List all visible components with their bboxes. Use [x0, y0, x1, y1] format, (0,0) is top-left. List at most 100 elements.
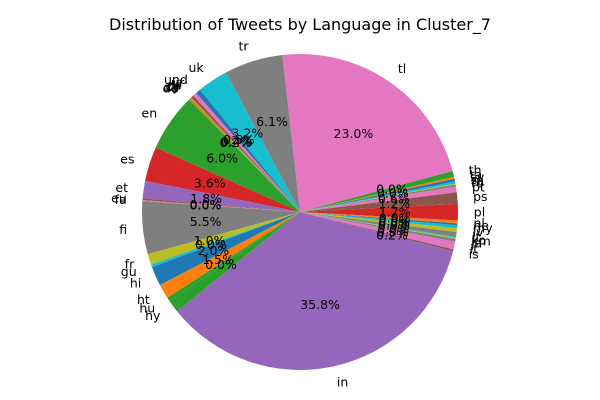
- pie-slice-tl: [282, 53, 453, 212]
- slice-percent-in: 35.8%: [300, 297, 340, 312]
- slice-percent-nl: 0.0%: [379, 210, 411, 225]
- slice-label-ht: ht: [137, 292, 150, 307]
- pie-slice-hi: [151, 212, 300, 286]
- slice-percent-eu: 0.0%: [190, 197, 222, 212]
- pie-slice-ur: [193, 92, 300, 212]
- slice-percent-ur: 0.4%: [221, 134, 253, 149]
- pie-slice-ps: [300, 192, 458, 212]
- slice-label-pt: pt: [472, 179, 485, 194]
- slice-label-da: da: [163, 80, 179, 95]
- pie-slice-vi: [191, 95, 300, 212]
- slice-percent-tl: 23.0%: [334, 126, 374, 141]
- pie-slice-et: [142, 180, 300, 212]
- slice-label-zh: zh: [166, 78, 180, 93]
- slice-label-gu: gu: [121, 264, 137, 279]
- slice-percent-sv: 0.0%: [377, 185, 409, 200]
- slice-percent-tr: 6.1%: [256, 114, 288, 129]
- pie-slice-de: [188, 98, 300, 212]
- slice-label-hy: hy: [145, 308, 161, 323]
- slice-percent-ps: 1.2%: [379, 196, 411, 211]
- slice-percent-ja: 0.0%: [377, 221, 409, 236]
- pie-slice-it: [300, 212, 456, 250]
- pie-slice-pt: [300, 186, 457, 212]
- slice-percent-vi: 0.2%: [220, 135, 252, 150]
- pie-slice-in: [177, 212, 454, 370]
- pie-slice-fr: [147, 212, 300, 265]
- pie-slices: [141, 53, 459, 370]
- pie-slice-uk: [199, 72, 300, 212]
- slice-label-ur: ur: [171, 75, 185, 90]
- slice-label-ja: ja: [470, 236, 482, 251]
- slice-percent-it: 0.8%: [377, 225, 409, 240]
- slice-label-en: en: [142, 105, 158, 120]
- pie-slice-hu: [167, 212, 300, 302]
- slice-percent-et: 1.8%: [190, 191, 222, 206]
- slice-label-fi: fi: [119, 222, 127, 237]
- pie-slice-ro: [300, 184, 456, 212]
- slice-percent-fi: 5.5%: [190, 214, 222, 229]
- slice-percent-und: 0.5%: [223, 132, 255, 147]
- slice-label-sv: sv: [470, 169, 485, 184]
- slice-label-lt: lt: [472, 229, 480, 244]
- pie-slice-sl: [300, 181, 456, 212]
- pie-slice-lt: [300, 212, 457, 237]
- slice-percent-en: 6.0%: [206, 150, 238, 165]
- pie-slice-km: [300, 212, 456, 239]
- slice-label-in: in: [337, 374, 348, 389]
- pie-slice-lv: [300, 212, 458, 233]
- pie-slice-fa: [142, 200, 300, 212]
- pie-slice-my: [300, 212, 458, 229]
- pie-slice-pl: [300, 203, 459, 221]
- slice-label-it: it: [470, 241, 478, 256]
- slice-label-uk: uk: [188, 60, 204, 75]
- slice-label-fa: fa: [115, 192, 127, 207]
- slice-label-ps: ps: [473, 189, 487, 204]
- slice-percent-pt: 0.6%: [378, 191, 410, 206]
- chart-title: Distribution of Tweets by Language in Cl…: [109, 15, 491, 35]
- pie-slice-eu: [142, 198, 300, 212]
- slice-percentages: 23.0%6.1%3.2%0.5%0.4%0.2%6.0%3.6%1.8%0.0…: [190, 114, 411, 312]
- pie-slice-ko: [300, 212, 457, 238]
- slice-percent-fr: 1.0%: [194, 233, 226, 248]
- slice-percent-hu: 0.0%: [205, 257, 237, 272]
- slice-percent-lv: 0.0%: [378, 215, 410, 230]
- pie-slice-da: [189, 98, 300, 212]
- slice-label-et: et: [115, 180, 128, 195]
- slice-percent-lt: 0.0%: [378, 218, 410, 233]
- slice-percent-fa: 0.0%: [190, 198, 222, 213]
- pie-slice-ht: [159, 212, 300, 298]
- slice-label-tl: tl: [398, 61, 406, 76]
- slice-label-hu: hu: [139, 301, 155, 316]
- slice-percent-gu: 0.0%: [195, 237, 227, 252]
- pie-slice-ta: [300, 176, 455, 212]
- slice-label-pl: pl: [474, 205, 485, 220]
- slice-percent-hi: 2.0%: [198, 243, 230, 258]
- slice-label-hi: hi: [130, 275, 141, 290]
- pie-slice-cy: [190, 97, 300, 212]
- slice-label-ru: ru: [471, 174, 484, 189]
- slice-label-sl: sl: [471, 172, 481, 187]
- slice-percent-uk: 3.2%: [232, 126, 264, 141]
- pie-slice-th: [300, 171, 455, 212]
- slice-label-fr: fr: [125, 257, 135, 272]
- slice-percent-es: 3.6%: [194, 176, 226, 191]
- slice-label-km: km: [471, 233, 490, 248]
- slice-label-de: de: [163, 80, 179, 95]
- slice-label-nl: nl: [473, 215, 484, 230]
- pie-slice-ru: [300, 183, 456, 212]
- slice-percent-ht: 1.5%: [202, 252, 234, 267]
- pie-slice-tr: [225, 54, 300, 212]
- pie-slice-ja: [300, 212, 456, 242]
- pie-slice-nl: [300, 212, 458, 224]
- pie-slice-hy: [169, 212, 300, 312]
- slice-percent-pl: 1.7%: [379, 205, 411, 220]
- slice-label-eu: eu: [111, 190, 127, 205]
- pie-slice-zh: [191, 96, 300, 212]
- pie-slice-fi: [141, 201, 300, 255]
- slice-label-vi: vi: [171, 77, 182, 92]
- slice-label-es: es: [120, 152, 134, 167]
- pie-slice-is: [300, 212, 454, 252]
- slice-label-ta: ta: [470, 167, 483, 182]
- pie-slice-es: [145, 147, 300, 212]
